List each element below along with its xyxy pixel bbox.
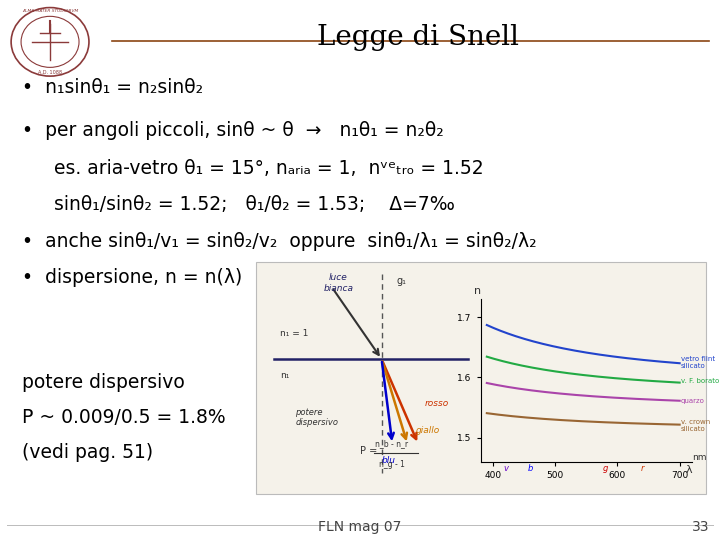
- Text: r: r: [641, 464, 644, 473]
- Text: Legge di Snell: Legge di Snell: [317, 24, 518, 51]
- Text: g: g: [603, 464, 608, 473]
- Text: g₁: g₁: [397, 275, 407, 286]
- Text: 33: 33: [692, 519, 709, 534]
- Text: •  n₁sinθ₁ = n₂sinθ₂: • n₁sinθ₁ = n₂sinθ₂: [22, 78, 203, 97]
- Bar: [256, 262, 706, 494]
- Text: quarzo: quarzo: [681, 398, 705, 404]
- Text: λ: λ: [686, 465, 693, 475]
- Text: sinθ₁/sinθ₂ = 1.52;   θ₁/θ₂ = 1.53;    Δ=7‰: sinθ₁/sinθ₂ = 1.52; θ₁/θ₂ = 1.53; Δ=7‰: [54, 195, 455, 214]
- Text: v. F. borato: v. F. borato: [681, 379, 719, 384]
- Text: P ~ 0.009/0.5 = 1.8%: P ~ 0.009/0.5 = 1.8%: [22, 408, 225, 427]
- Text: n_b - n_r: n_b - n_r: [375, 439, 408, 448]
- Text: potere
dispersivo: potere dispersivo: [295, 408, 338, 427]
- Text: n₁: n₁: [280, 371, 289, 380]
- Text: n_g - 1: n_g - 1: [379, 460, 405, 469]
- Text: FLN mag 07: FLN mag 07: [318, 519, 402, 534]
- Text: ALMA MATER STUDIORVМ: ALMA MATER STUDIORVМ: [22, 9, 78, 14]
- Text: v. crown
silicato: v. crown silicato: [681, 420, 710, 433]
- Text: A.D. 1088: A.D. 1088: [38, 70, 62, 75]
- Text: blu: blu: [382, 456, 395, 465]
- Text: luce: luce: [329, 273, 348, 282]
- Text: •  per angoli piccoli, sinθ ~ θ  →   n₁θ₁ = n₂θ₂: • per angoli piccoli, sinθ ~ θ → n₁θ₁ = …: [22, 122, 444, 140]
- Text: es. aria-vetro θ₁ = 15°, nₐᵣᵢₐ = 1,  nᵛᵉₜᵣₒ = 1.52: es. aria-vetro θ₁ = 15°, nₐᵣᵢₐ = 1, nᵛᵉₜ…: [54, 159, 484, 178]
- Text: bianca: bianca: [323, 284, 354, 293]
- Text: potere dispersivo: potere dispersivo: [22, 373, 184, 392]
- Text: b: b: [528, 464, 533, 473]
- Text: (vedi pag. 51): (vedi pag. 51): [22, 443, 153, 462]
- Text: rosso: rosso: [425, 400, 449, 408]
- Text: nm: nm: [692, 453, 706, 462]
- Text: •  dispersione, n = n(λ): • dispersione, n = n(λ): [22, 268, 242, 287]
- Text: •  anche sinθ₁/v₁ = sinθ₂/v₂  oppure  sinθ₁/λ₁ = sinθ₂/λ₂: • anche sinθ₁/v₁ = sinθ₂/v₂ oppure sinθ₁…: [22, 232, 536, 251]
- Text: giallo: giallo: [416, 426, 441, 435]
- Text: vetro flint
silicato: vetro flint silicato: [681, 355, 715, 368]
- Text: n: n: [474, 286, 481, 296]
- Text: v: v: [503, 464, 508, 473]
- Text: P =: P =: [360, 446, 380, 456]
- Text: n₁ = 1: n₁ = 1: [280, 329, 308, 339]
